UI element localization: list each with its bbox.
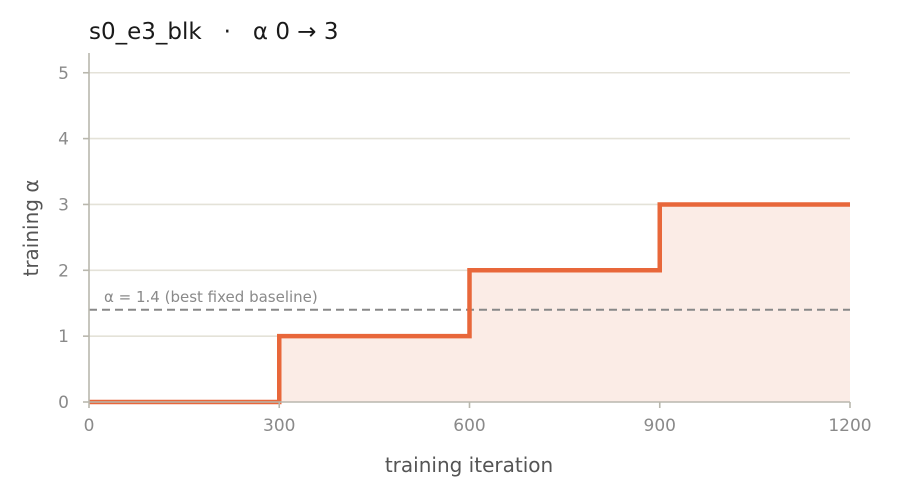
series-step-line — [89, 202, 850, 405]
y-axis-label: training α — [19, 179, 43, 276]
x-tick-label: 300 — [263, 416, 295, 436]
y-tick-label: 1 — [58, 327, 69, 347]
y-tick-label: 0 — [58, 393, 69, 413]
x-axis-ticks: 0 300 600 900 1200 — [84, 402, 872, 436]
x-axis-label: training iteration — [385, 453, 553, 477]
x-tick-label: 600 — [453, 416, 485, 436]
y-tick-label: 5 — [58, 64, 69, 84]
chart-title: s0_e3_blk · α 0 → 3 — [89, 19, 339, 45]
x-tick-label: 900 — [644, 416, 676, 436]
baseline-annotation: α = 1.4 (best fixed baseline) — [104, 288, 318, 306]
y-axis-ticks: 0 1 2 3 4 5 — [58, 64, 89, 413]
y-tick-label: 2 — [58, 261, 69, 281]
y-tick-label: 3 — [58, 195, 69, 215]
x-tick-label: 1200 — [828, 416, 871, 436]
x-tick-label: 0 — [84, 416, 95, 436]
y-tick-label: 4 — [58, 130, 69, 150]
